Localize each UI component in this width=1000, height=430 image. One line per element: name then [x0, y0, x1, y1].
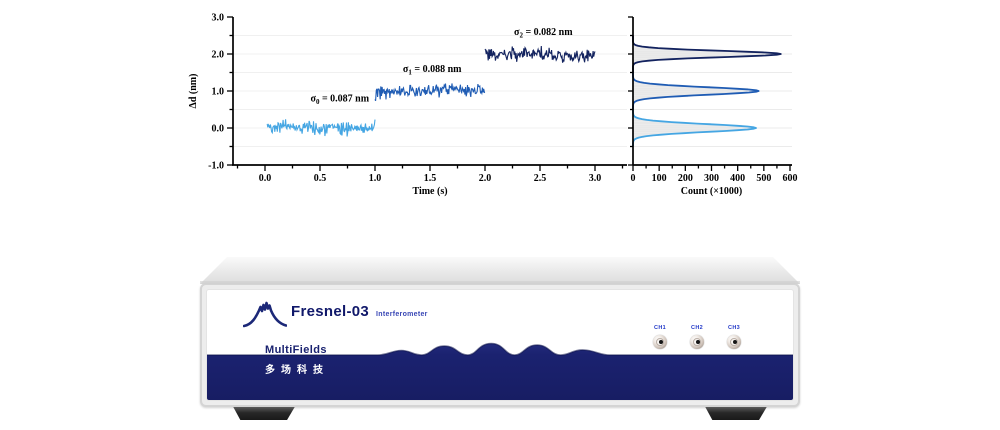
svg-text:600: 600 — [783, 173, 798, 184]
ch1-connector-jack — [653, 335, 667, 349]
svg-text:2.5: 2.5 — [534, 173, 547, 184]
device-title-row: Fresnel-03 Interferometer — [291, 303, 428, 321]
hist-1nm-bars — [633, 87, 749, 90]
svg-text:0.0: 0.0 — [212, 124, 225, 135]
svg-text:2.0: 2.0 — [479, 173, 492, 184]
hist-2nm-bars — [633, 50, 764, 53]
device-chassis: Fresnel-03 Interferometer MultiFields 多场科… — [200, 283, 800, 407]
ch2-connector-jack — [690, 335, 704, 349]
brand-name-chinese: 多场科技 — [265, 365, 329, 376]
hist-2nm-bars — [633, 47, 659, 49]
svg-text:-1.0: -1.0 — [208, 161, 224, 172]
hist-2nm-bars — [633, 58, 675, 61]
svg-text:0.5: 0.5 — [314, 173, 327, 184]
trace-0nm — [266, 119, 376, 137]
trace-2nm — [484, 45, 596, 64]
hist-0nm-bars — [633, 123, 711, 125]
hist-1nm-bars — [633, 97, 656, 99]
svg-text:300: 300 — [704, 173, 719, 184]
hist-0nm-bars — [633, 128, 750, 131]
channel-ch3-label: CH3 — [728, 325, 740, 331]
device-foot-right — [705, 407, 767, 420]
svg-text:0: 0 — [631, 173, 636, 184]
svg-text:1.0: 1.0 — [369, 173, 382, 184]
channel-ch1: CH1 — [648, 325, 672, 349]
svg-text:400: 400 — [730, 173, 745, 184]
trace-2nm-sigma-label: σ2 = 0.082 nm — [514, 27, 573, 40]
hist-1nm-bars — [633, 91, 748, 94]
hist-1nm-bars — [633, 89, 748, 92]
hist-1nm-bars — [633, 84, 667, 86]
hist-0nm-bars — [633, 130, 719, 133]
hist-1nm-bars — [633, 93, 724, 96]
svg-text:1.5: 1.5 — [424, 173, 437, 184]
interferometer-device: Fresnel-03 Interferometer MultiFields 多场科… — [200, 257, 800, 427]
device-front-panel: Fresnel-03 Interferometer MultiFields 多场科… — [206, 289, 794, 401]
hist-1nm-bars — [633, 86, 711, 88]
svg-text:100: 100 — [652, 173, 667, 184]
y-axis-label: Δd (nm) — [188, 74, 199, 109]
stability-chart-figure: σ0 = 0.087 nm σ1 = 0.088 nm σ2 = 0.082 nm -… — [180, 0, 825, 215]
hist-1nm-bars — [633, 82, 647, 85]
svg-text:3.0: 3.0 — [589, 173, 602, 184]
ch3-connector-jack — [727, 335, 741, 349]
channel-ch2-label: CH2 — [691, 325, 703, 331]
trace-1nm-sigma-label: σ1 = 0.088 nm — [403, 64, 462, 77]
brand-logo-icon — [243, 301, 287, 328]
svg-text:0.0: 0.0 — [259, 173, 272, 184]
brand-name: MultiFields — [265, 344, 327, 356]
hist-0nm-bars — [633, 119, 650, 122]
hist-2nm-bars — [633, 56, 719, 59]
x-axis-label: Time (s) — [412, 186, 447, 197]
count-axis-label: Count (×1000) — [681, 186, 743, 197]
device-foot-left — [233, 407, 295, 420]
device-model: Fresnel-03 — [291, 303, 370, 320]
svg-text:1.0: 1.0 — [212, 87, 225, 98]
device-top-lid — [200, 257, 800, 284]
hist-0nm-bars — [633, 124, 742, 127]
channel-ch1-label: CH1 — [654, 325, 666, 331]
svg-text:500: 500 — [756, 173, 771, 184]
noise-and-histogram-chart: σ0 = 0.087 nm σ1 = 0.088 nm σ2 = 0.082 nm -… — [188, 13, 798, 198]
hist-0nm-bars — [633, 121, 671, 123]
trace-0nm-sigma-label: σ0 = 0.087 nm — [311, 93, 370, 106]
hist-0nm-bars — [633, 132, 686, 135]
hist-0nm-fit-curve — [632, 109, 757, 147]
hist-0nm-bars — [633, 126, 750, 129]
device-subtitle: Interferometer — [376, 311, 428, 318]
svg-text:2.0: 2.0 — [212, 50, 225, 61]
hist-2nm-bars — [633, 52, 769, 55]
lid-shadow-line — [200, 281, 800, 284]
svg-text:200: 200 — [678, 173, 693, 184]
hist-2nm-bars — [633, 54, 764, 57]
trace-1nm — [374, 83, 486, 102]
hist-0nm-bars — [633, 134, 660, 136]
hist-2nm-bars — [633, 49, 695, 51]
svg-text:3.0: 3.0 — [212, 13, 225, 24]
channel-ch2: CH2 — [685, 325, 709, 349]
hist-1nm-bars — [633, 95, 689, 98]
channel-ch3: CH3 — [722, 325, 746, 349]
navy-wave-band — [207, 342, 793, 400]
